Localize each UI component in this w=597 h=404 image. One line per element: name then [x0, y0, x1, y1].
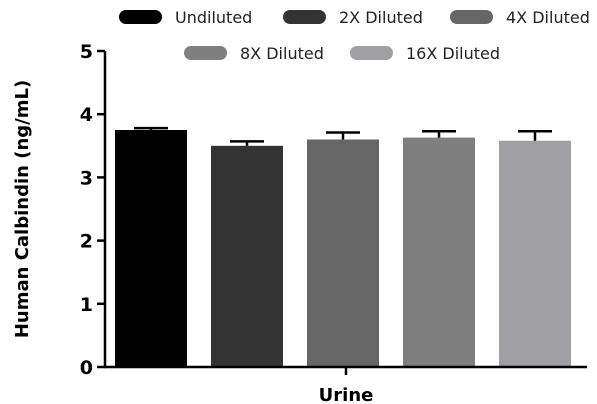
y-axis-label: Human Calbindin (ng/mL) [12, 80, 33, 338]
legend-swatch [350, 46, 393, 60]
x-axis [104, 365, 587, 375]
bar [403, 137, 475, 367]
bar [115, 130, 187, 367]
legend: Undiluted 2X Diluted 4X Diluted 8X Diluted 1… [119, 8, 590, 63]
legend-swatch [450, 10, 493, 24]
y-tick-label: 0 [80, 357, 93, 379]
bar [499, 140, 571, 367]
y-tick-label: 1 [80, 294, 93, 316]
legend-label: 8X Diluted [240, 44, 324, 63]
y-tick-label: 5 [80, 41, 93, 63]
bar [307, 139, 379, 367]
y-tick-label: 4 [80, 104, 93, 126]
legend-swatch [119, 10, 162, 24]
legend-label: 16X Diluted [406, 44, 500, 63]
y-axis: 0 1 2 3 4 5 [80, 41, 107, 379]
legend-label: 4X Diluted [506, 8, 590, 27]
bar [211, 145, 283, 367]
legend-label: Undiluted [175, 8, 252, 27]
legend-swatch [184, 46, 227, 60]
legend-swatch [283, 10, 326, 24]
x-axis-label: Urine [319, 385, 374, 404]
y-tick-label: 3 [80, 167, 93, 189]
y-tick-label: 2 [80, 231, 93, 253]
legend-label: 2X Diluted [339, 8, 423, 27]
plot-area [115, 126, 571, 367]
